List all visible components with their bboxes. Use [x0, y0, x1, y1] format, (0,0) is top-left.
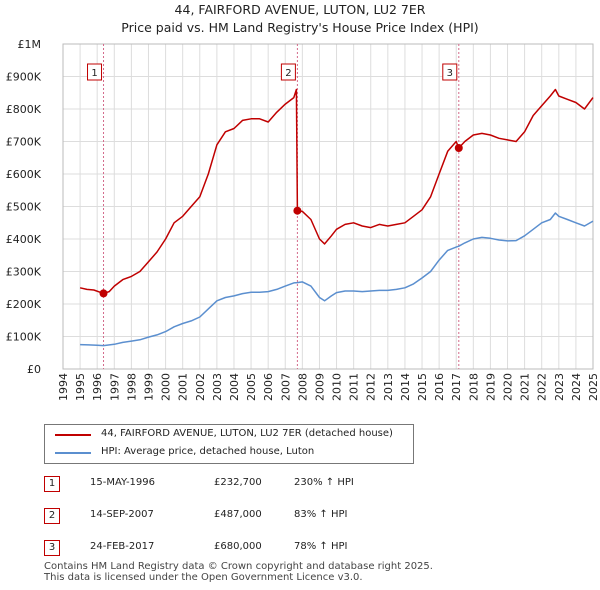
sale-label-box	[442, 63, 458, 81]
sale-label: 2	[285, 68, 291, 79]
y-tick-label: £800K	[6, 103, 42, 116]
sale-row: 1 15-MAY-1996 £232,700 230% ↑ HPI	[44, 474, 444, 496]
y-tick-label: £100K	[6, 331, 42, 344]
x-tick-label: 1994	[57, 373, 70, 401]
sale-price: £232,700	[214, 477, 262, 488]
sale-hpi-change: 83% ↑ HPI	[294, 509, 348, 520]
x-tick-label: 2017	[450, 373, 463, 401]
sale-row: 3 24-FEB-2017 £680,000 78% ↑ HPI	[44, 538, 444, 560]
y-tick-label: £900K	[6, 71, 42, 84]
y-tick-label: £200K	[6, 298, 42, 311]
sale-label: 3	[447, 68, 453, 79]
x-tick-label: 1999	[142, 373, 155, 401]
y-tick-label: £500K	[6, 201, 42, 214]
sale-price: £487,000	[214, 509, 262, 520]
x-tick-label: 2020	[502, 373, 515, 401]
sale-number-badge: 1	[44, 476, 60, 492]
x-tick-label: 2005	[245, 373, 258, 401]
x-tick-label: 1996	[91, 373, 104, 401]
sale-number-badge: 3	[44, 540, 60, 556]
sale-point	[99, 289, 108, 298]
y-tick-label: £0	[27, 363, 41, 376]
x-tick-label: 2022	[536, 373, 549, 401]
sale-row: 2 14-SEP-2007 £487,000 83% ↑ HPI	[44, 506, 444, 528]
y-tick-label: £400K	[6, 233, 42, 246]
legend-swatch-property	[55, 434, 91, 436]
y-tick-label: £300K	[6, 266, 42, 279]
x-tick-label: 2001	[177, 373, 190, 401]
x-tick-label: 2018	[467, 373, 480, 401]
legend-label-hpi: HPI: Average price, detached house, Luto…	[101, 446, 315, 457]
property-price-line	[79, 88, 594, 295]
x-tick-label: 2025	[587, 373, 600, 401]
x-tick-label: 2015	[416, 373, 429, 401]
sale-number-badge: 2	[44, 508, 60, 524]
sale-date: 24-FEB-2017	[90, 541, 155, 552]
x-tick-label: 2004	[228, 373, 241, 401]
x-tick-label: 2024	[570, 373, 583, 401]
sale-hpi-change: 78% ↑ HPI	[294, 541, 348, 552]
y-tick-label: £700K	[6, 136, 42, 149]
chart-subtitle: Price paid vs. HM Land Registry's House …	[121, 20, 479, 35]
y-tick-label: £1M	[18, 38, 42, 51]
sale-label: 1	[91, 68, 97, 79]
x-tick-label: 2013	[382, 373, 395, 401]
x-tick-label: 2002	[194, 373, 207, 401]
sale-point	[454, 144, 463, 152]
sale-date: 14-SEP-2007	[90, 509, 154, 520]
x-tick-label: 1998	[125, 373, 138, 401]
footer-copyright: Contains HM Land Registry data © Crown c…	[44, 561, 433, 572]
legend-swatch-hpi	[55, 452, 91, 454]
sale-price: £680,000	[214, 541, 262, 552]
legend: 44, FAIRFORD AVENUE, LUTON, LU2 7ER (det…	[44, 424, 414, 464]
x-tick-label: 2019	[484, 373, 497, 401]
sale-point	[293, 206, 302, 215]
footer: Contains HM Land Registry data © Crown c…	[44, 561, 433, 583]
x-tick-label: 2021	[519, 373, 532, 401]
x-tick-label: 1995	[74, 373, 87, 401]
x-tick-label: 2007	[279, 373, 292, 401]
x-tick-label: 2006	[262, 373, 275, 401]
hpi-line	[80, 212, 594, 347]
sale-label-box	[87, 63, 103, 81]
footer-licence: This data is licensed under the Open Gov…	[44, 572, 363, 583]
legend-item-property: 44, FAIRFORD AVENUE, LUTON, LU2 7ER (det…	[45, 427, 413, 443]
legend-label-property: 44, FAIRFORD AVENUE, LUTON, LU2 7ER (det…	[101, 428, 393, 439]
sale-hpi-change: 230% ↑ HPI	[294, 477, 354, 488]
x-tick-label: 2010	[331, 373, 344, 401]
x-tick-label: 2023	[553, 373, 566, 401]
sale-label-box	[280, 63, 296, 81]
x-tick-label: 1997	[108, 373, 121, 401]
x-tick-label: 2014	[399, 373, 412, 401]
x-tick-label: 2016	[433, 373, 446, 401]
x-tick-label: 2000	[160, 373, 173, 401]
chart-title: 44, FAIRFORD AVENUE, LUTON, LU2 7ER	[174, 2, 426, 17]
sale-date: 15-MAY-1996	[90, 477, 156, 488]
x-tick-label: 2008	[296, 373, 309, 401]
plot-frame	[62, 43, 594, 370]
legend-item-hpi: HPI: Average price, detached house, Luto…	[45, 445, 413, 461]
price-chart: £0 £100K £200K £300K £400K £500K £600K £700K £80…	[6, 38, 600, 401]
x-tick-label: 2003	[211, 373, 224, 401]
x-tick-label: 2009	[313, 373, 326, 401]
x-tick-label: 2012	[365, 373, 378, 401]
x-tick-label: 2011	[348, 373, 361, 401]
y-tick-label: £600K	[6, 168, 42, 181]
